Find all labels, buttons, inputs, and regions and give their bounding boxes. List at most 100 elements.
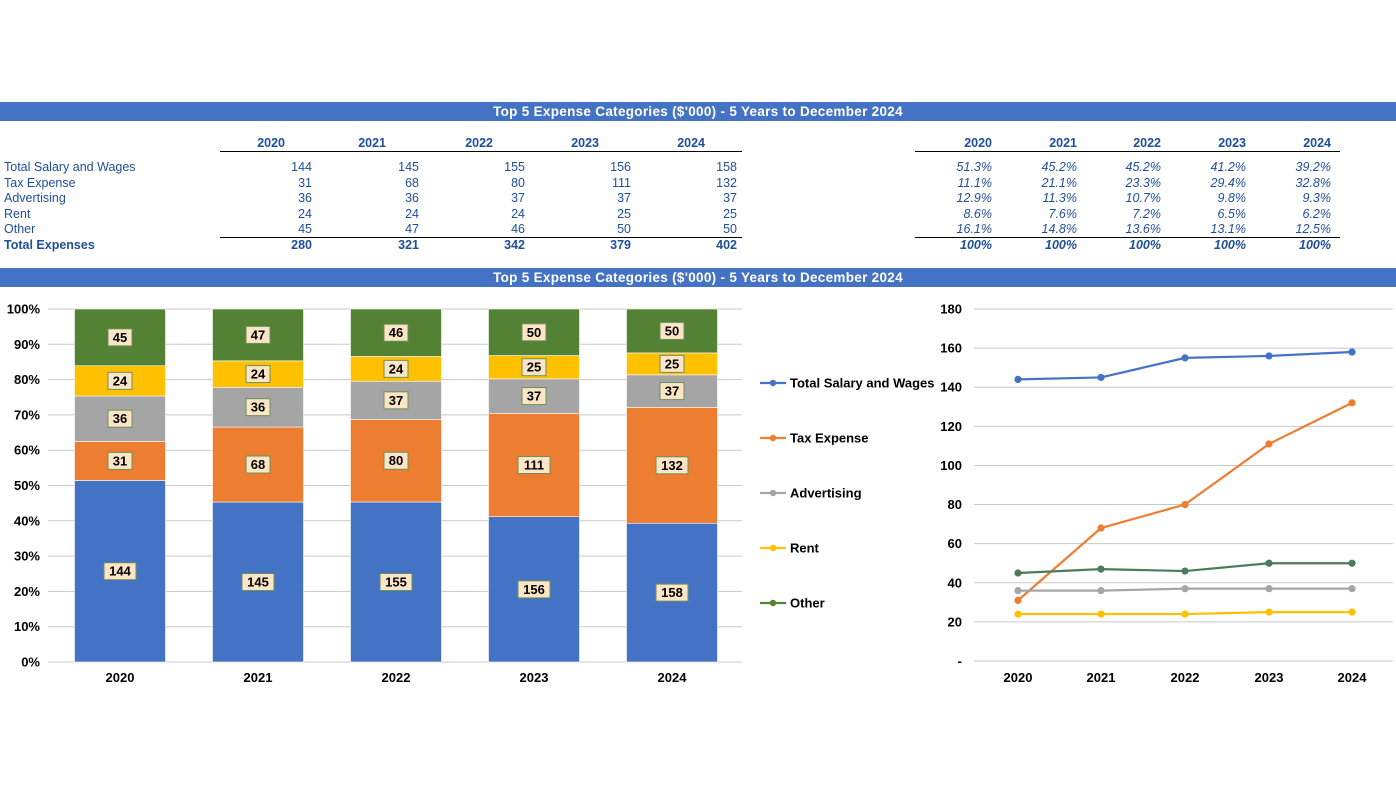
value-cell: 132 (716, 175, 737, 190)
data-label: 132 (661, 458, 683, 473)
y-tick-label: 180 (940, 302, 962, 317)
data-label: 24 (251, 367, 266, 382)
y-tick-label: 40% (14, 513, 40, 528)
data-label-box (107, 451, 133, 470)
percent-cell: 12.5% (1295, 222, 1331, 237)
percent-cell: 6.2% (1302, 206, 1332, 221)
values-table: 2020 2021 2022 2023 2024 Total Salary and Wag… (0, 134, 745, 256)
y-tick-label: 30% (14, 549, 40, 564)
data-label-box (245, 398, 271, 417)
data-label-box (103, 562, 137, 581)
legend-label: Tax Expense (790, 431, 869, 446)
data-label: 156 (523, 582, 545, 597)
value-cell: 45 (298, 222, 312, 237)
data-point (1265, 440, 1273, 448)
data-point (1097, 565, 1105, 573)
total-rule (220, 237, 742, 238)
y-tick-label: 40 (948, 575, 962, 590)
data-point (1097, 524, 1105, 532)
value-cell: 68 (405, 175, 419, 190)
table-row: 8.6% 7.6% 7.2% 6.5% 6.2% (914, 207, 1344, 223)
data-point (1265, 559, 1273, 567)
data-label-box (655, 456, 689, 475)
x-tick-label: 2023 (520, 670, 549, 685)
total-cell: 321 (398, 238, 419, 252)
data-label-box (245, 325, 271, 344)
x-tick-label: 2021 (244, 670, 273, 685)
data-label-box (659, 354, 685, 373)
values-header-row: 2020 2021 2022 2023 2024 (0, 136, 745, 152)
row-label: Other (4, 222, 36, 237)
year-header: 2022 (465, 136, 493, 150)
percent-table: 2020 2021 2022 2023 2024 51.3% 45.2% 45.2% 41.2%… (914, 134, 1344, 256)
legend-label: Total Salary and Wages (790, 376, 935, 391)
data-point (1014, 596, 1022, 604)
y-tick-label: 60 (948, 536, 962, 551)
x-tick-label: 2020 (1004, 670, 1033, 685)
data-label: 25 (527, 360, 541, 375)
percent-cell: 23.3% (1125, 175, 1161, 190)
row-label: Rent (4, 206, 31, 221)
y-tick-label: 80 (948, 497, 962, 512)
total-percent-cell: 100% (1129, 238, 1161, 252)
data-label: 144 (109, 564, 131, 579)
y-tick-label: 80% (14, 372, 40, 387)
data-point (1014, 610, 1022, 618)
x-tick-label: 2024 (1338, 670, 1368, 685)
data-point (1265, 352, 1273, 360)
y-tick-label: 50% (14, 478, 40, 493)
data-point (1097, 610, 1105, 618)
data-label: 50 (527, 325, 541, 340)
percent-cell: 29.4% (1210, 175, 1246, 190)
value-cell: 24 (298, 206, 312, 221)
value-cell: 144 (291, 160, 312, 174)
percent-cell: 51.3% (956, 160, 992, 174)
legend-label: Advertising (790, 486, 862, 501)
data-label-box (659, 321, 685, 340)
data-label: 37 (389, 393, 403, 408)
value-cell: 50 (723, 222, 737, 237)
percent-cell: 41.2% (1210, 160, 1246, 174)
data-label: 37 (665, 384, 679, 399)
data-point (1265, 608, 1273, 616)
year-header: 2023 (571, 136, 599, 150)
data-point (1265, 585, 1273, 593)
data-label-box (383, 451, 409, 470)
header-rule (220, 151, 742, 152)
data-point (1348, 348, 1356, 356)
data-label-box (659, 382, 685, 401)
x-tick-label: 2021 (1087, 670, 1116, 685)
value-cell: 37 (617, 191, 631, 206)
data-point (1097, 373, 1105, 382)
percent-cell: 8.6% (963, 206, 993, 221)
percent-cell: 45.2% (1125, 160, 1161, 174)
percent-cell: 11.1% (957, 175, 992, 190)
data-label-box (655, 583, 689, 602)
header-rule (915, 151, 1340, 152)
legend-label: Other (790, 596, 825, 611)
y-tick-label: 120 (940, 419, 962, 434)
value-cell: 47 (405, 222, 419, 237)
value-cell: 24 (405, 206, 419, 221)
percent-cell: 39.2% (1295, 160, 1331, 174)
data-label: 145 (247, 575, 269, 590)
table-row: Total Salary and Wages 144 145 155 156 158 (0, 160, 745, 176)
data-label-box (521, 387, 547, 406)
data-label-box (383, 359, 409, 378)
percent-cell: 13.6% (1125, 222, 1161, 237)
x-tick-label: 2023 (1255, 670, 1284, 685)
data-label-box (245, 455, 271, 474)
data-point (1348, 559, 1356, 567)
data-point (1097, 587, 1105, 595)
data-point (1181, 567, 1189, 575)
value-cell: 155 (504, 160, 525, 174)
data-point (1014, 569, 1022, 577)
percent-cell: 6.5% (1217, 206, 1247, 221)
table-row: 16.1% 14.8% 13.6% 13.1% 12.5% (914, 222, 1344, 238)
total-rule (915, 237, 1340, 238)
y-tick-label: 100 (940, 458, 962, 473)
y-tick-label: 10% (14, 619, 40, 634)
total-percent-cell: 100% (1214, 238, 1246, 252)
year-header: 2020 (257, 136, 285, 150)
total-percent-cell: 100% (1299, 238, 1331, 252)
